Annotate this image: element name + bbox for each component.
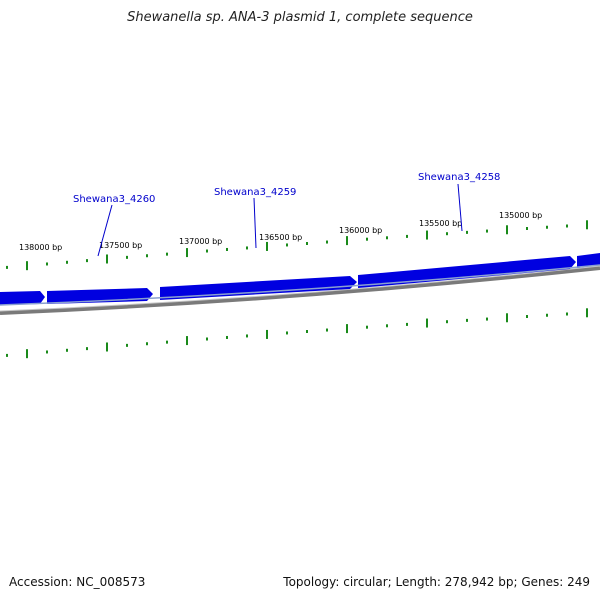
tick-label: 137000 bp: [179, 237, 222, 246]
tick-label: 137500 bp: [99, 241, 142, 250]
tick-labels: 138000 bp 137500 bp 137000 bp 136500 bp …: [19, 211, 542, 252]
leader-line: [253, 197, 257, 249]
gene-arrow[interactable]: [358, 256, 576, 288]
gene-label[interactable]: Shewana3_4258: [418, 172, 500, 183]
gene-arrow[interactable]: [0, 291, 45, 305]
tick-label: 136500 bp: [259, 233, 302, 242]
gene-arrow[interactable]: [577, 253, 600, 268]
backbone-highlight: [0, 265, 600, 312]
gene-shadow: [0, 264, 600, 306]
backbone-line: [0, 266, 600, 315]
tick-label: 138000 bp: [19, 243, 62, 252]
accession-label: Accession: NC_008573: [9, 575, 146, 589]
map-title: Shewanella sp. ANA-3 plasmid 1, complete…: [127, 10, 473, 25]
genome-stats-label: Topology: circular; Length: 278,942 bp; …: [283, 575, 590, 589]
gene-labels: Shewana3_4260 Shewana3_4259 Shewana3_425…: [73, 172, 500, 257]
tick-label: 135500 bp: [419, 219, 462, 228]
gene-arrow[interactable]: [47, 288, 153, 304]
gene-arrow[interactable]: [160, 276, 357, 300]
gene-label[interactable]: Shewana3_4260: [73, 194, 155, 205]
tick-label: 135000 bp: [499, 211, 542, 220]
tick-label: 136000 bp: [339, 226, 382, 235]
gene-track: [0, 253, 600, 306]
lower-tick-row: [6, 308, 588, 359]
upper-tick-row: [6, 220, 588, 271]
leader-line: [97, 204, 113, 257]
leader-line: [457, 183, 463, 232]
gene-label[interactable]: Shewana3_4259: [214, 187, 296, 198]
